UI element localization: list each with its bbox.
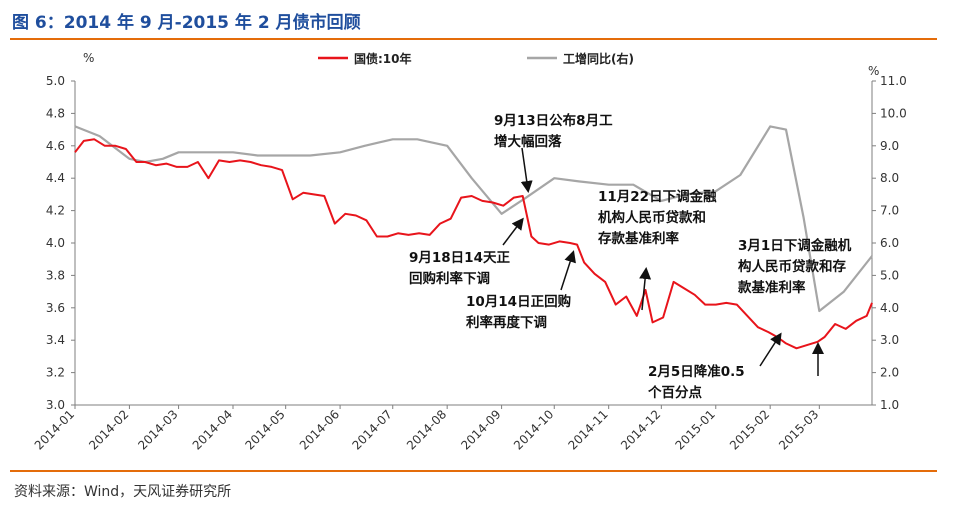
top-rule: [10, 38, 937, 40]
annotation-line: 回购利率下调: [409, 270, 490, 287]
x-tick-label: 2014-01: [32, 407, 77, 452]
left-tick-label: 3.4: [46, 333, 65, 347]
annotation-line: 9月18日14天正: [409, 250, 510, 266]
annotation-line: 9月13日公布8月工: [494, 112, 613, 129]
right-tick-label: 3.0: [880, 333, 899, 347]
x-tick-label: 2015-01: [673, 407, 718, 452]
annotation-line: 增大幅回落: [494, 133, 562, 150]
right-tick-label: 1.0: [880, 398, 899, 412]
annotation-arrow: [520, 147, 533, 193]
left-tick-label: 3.6: [46, 301, 65, 315]
series-line-bond: [74, 138, 873, 350]
annotation-text: 11月22日下调金融机构人民币贷款和存款基准利率: [598, 188, 717, 247]
series-line-ip: [74, 125, 873, 313]
left-tick-label: 4.4: [46, 171, 65, 185]
right-tick-label: 2.0: [880, 366, 899, 380]
annotation-line: 10月14日正回购: [466, 293, 571, 310]
left-tick-label: 4.2: [46, 204, 65, 218]
annotation-line: 2月5日降准0.5: [648, 363, 745, 380]
x-tick-label: 2014-11: [565, 407, 610, 452]
annotation-line: 个百分点: [647, 384, 702, 401]
annotation-text: 9月18日14天正回购利率下调: [409, 250, 510, 287]
annotation-text: 10月14日正回购利率再度下调: [466, 293, 571, 331]
x-tick-label: 2014-12: [618, 407, 663, 452]
left-tick-label: 4.6: [46, 139, 65, 153]
x-tick-label: 2014-09: [458, 407, 503, 452]
annotation-line: 利率再度下调: [466, 314, 547, 331]
x-tick-label: 2014-07: [350, 407, 395, 452]
right-tick-label: 4.0: [880, 301, 899, 315]
x-tick-label: 2014-08: [404, 407, 449, 452]
right-tick-label: 9.0: [880, 139, 899, 153]
right-tick-label: 10.0: [880, 106, 907, 120]
annotation-text: 9月13日公布8月工增大幅回落: [494, 112, 613, 150]
annotation-arrow: [560, 250, 576, 291]
left-tick-label: 3.2: [46, 366, 65, 380]
x-tick-label: 2014-02: [86, 407, 131, 452]
x-tick-label: 2014-04: [190, 407, 235, 452]
annotation-line: 11月22日下调金融: [598, 188, 717, 205]
right-tick-label: 11.0: [880, 74, 907, 88]
left-tick-label: 3.8: [46, 268, 65, 282]
right-tick-label: 7.0: [880, 204, 899, 218]
right-tick-label: 8.0: [880, 171, 899, 185]
annotation-text: 2月5日降准0.5 个百分点: [647, 363, 745, 401]
annotation-arrow: [759, 332, 782, 367]
source-note: 资料来源：Wind，天风证券研究所: [14, 484, 232, 500]
right-tick-label: 5.0: [880, 268, 899, 282]
figure-title: 图 6：2014 年 9 月-2015 年 2 月债市回顾: [12, 13, 361, 33]
annotation-line: 机构人民币贷款和: [598, 209, 706, 226]
x-tick-label: 2014-10: [511, 407, 556, 452]
annotation-line: 构人民币贷款和存: [738, 258, 846, 275]
annotation-line: 存款基准利率: [598, 230, 679, 247]
bottom-rule: [10, 470, 937, 472]
annotation-line: 款基准利率: [738, 279, 806, 296]
legend-label-ip: 工增同比(右): [563, 51, 634, 66]
annotation-arrow: [639, 267, 652, 311]
x-tick-label: 2015-02: [727, 407, 772, 452]
legend-label-bond: 国债:10年: [354, 51, 412, 66]
x-tick-label: 2014-06: [297, 407, 342, 452]
left-unit-label: %: [83, 51, 94, 65]
annotation-line: 3月1日下调金融机: [738, 237, 852, 254]
left-tick-label: 4.0: [46, 236, 65, 250]
left-tick-label: 3.0: [46, 398, 65, 412]
annotation-arrow: [502, 217, 524, 246]
left-tick-label: 5.0: [46, 74, 65, 88]
x-tick-label: 2014-03: [135, 407, 180, 452]
x-tick-label: 2014-05: [242, 407, 287, 452]
right-unit-label: %: [868, 64, 879, 78]
right-tick-label: 6.0: [880, 236, 899, 250]
x-tick-label: 2015-03: [776, 407, 821, 452]
left-tick-label: 4.8: [46, 106, 65, 120]
annotation-text: 3月1日下调金融机构人民币贷款和存款基准利率: [738, 237, 852, 296]
